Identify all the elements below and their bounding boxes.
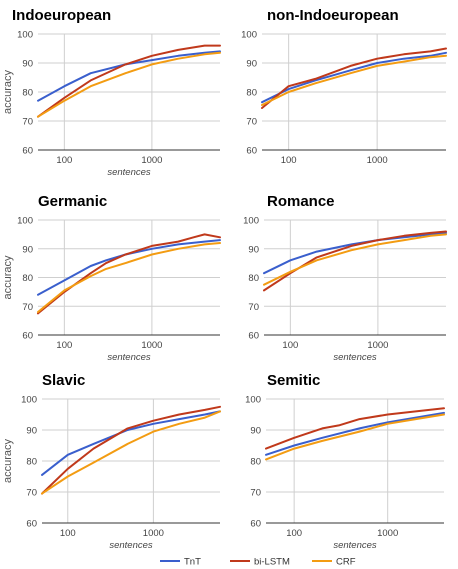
- y-tick-label: 90: [22, 244, 33, 255]
- panel-title: Germanic: [38, 193, 107, 210]
- y-tick-label: 60: [22, 331, 33, 342]
- y-tick-label: 100: [243, 216, 259, 227]
- legend-item: TnT: [160, 557, 201, 568]
- series-line-bi-lstm: [41, 405, 221, 495]
- y-tick-label: 80: [246, 88, 257, 99]
- panel-title: Slavic: [42, 372, 85, 389]
- panel-2: non-Indoeuropean 60 70 80 90 100 100 1000: [241, 7, 447, 166]
- x-axis-label: sentences: [333, 352, 377, 363]
- x-tick-label: 100: [282, 340, 298, 351]
- series-line-crf: [37, 51, 221, 118]
- y-tick-label: 100: [245, 395, 261, 406]
- legend-label: TnT: [184, 557, 201, 568]
- series-line-crf: [37, 242, 221, 313]
- legend-label: bi-LSTM: [254, 557, 290, 568]
- y-tick-label: 60: [250, 519, 261, 530]
- y-tick-label: 80: [26, 457, 37, 468]
- series-line-tnt: [37, 50, 221, 102]
- y-tick-label: 90: [26, 426, 37, 437]
- y-tick-label: 60: [22, 146, 33, 157]
- y-tick-label: 70: [26, 488, 37, 499]
- x-tick-label: 100: [281, 155, 297, 166]
- series-line-tnt: [261, 51, 447, 104]
- series-line-bi-lstm: [265, 407, 445, 450]
- y-tick-label: 100: [241, 30, 257, 41]
- series-line-crf: [263, 233, 447, 286]
- y-tick-label: 70: [248, 302, 259, 313]
- legend-label: CRF: [336, 557, 356, 568]
- y-axis-label: accuracy: [2, 438, 14, 483]
- y-tick-label: 90: [250, 426, 261, 437]
- y-tick-label: 70: [250, 488, 261, 499]
- y-tick-label: 80: [22, 273, 33, 284]
- x-axis-label: sentences: [109, 540, 153, 551]
- series-line-crf: [261, 54, 447, 106]
- legend-item: CRF: [312, 557, 356, 568]
- x-tick-label: 1000: [367, 340, 388, 351]
- y-axis-label: accuracy: [2, 255, 14, 300]
- y-tick-label: 90: [248, 244, 259, 255]
- panel-title: Indoeuropean: [12, 7, 111, 24]
- series-line-crf: [41, 410, 221, 495]
- y-tick-label: 100: [21, 395, 37, 406]
- y-tick-label: 100: [17, 216, 33, 227]
- y-tick-label: 70: [22, 117, 33, 128]
- y-tick-label: 60: [246, 146, 257, 157]
- x-tick-label: 100: [286, 528, 302, 539]
- legend-item: bi-LSTM: [230, 557, 290, 568]
- series-line-crf: [265, 413, 445, 461]
- x-tick-label: 1000: [367, 155, 388, 166]
- y-tick-label: 90: [246, 59, 257, 70]
- y-tick-label: 70: [246, 117, 257, 128]
- series-line-tnt: [265, 411, 445, 456]
- panel-title: Romance: [267, 193, 335, 210]
- legend: TnT bi-LSTM CRF: [160, 557, 356, 568]
- y-tick-label: 80: [248, 273, 259, 284]
- series-line-tnt: [41, 410, 221, 476]
- y-tick-label: 60: [26, 519, 37, 530]
- x-tick-label: 1000: [143, 528, 164, 539]
- y-tick-label: 80: [22, 88, 33, 99]
- panel-title: Semitic: [267, 372, 320, 389]
- x-axis-label: sentences: [107, 352, 151, 363]
- y-tick-label: 60: [248, 331, 259, 342]
- x-tick-label: 100: [60, 528, 76, 539]
- series-line-bi-lstm: [261, 47, 447, 109]
- series-line-tnt: [263, 231, 447, 275]
- y-tick-label: 80: [250, 457, 261, 468]
- x-tick-label: 1000: [141, 340, 162, 351]
- series-line-bi-lstm: [37, 44, 221, 118]
- x-tick-label: 100: [56, 340, 72, 351]
- x-tick-label: 1000: [377, 528, 398, 539]
- x-tick-label: 100: [56, 155, 72, 166]
- x-axis-label: sentences: [107, 167, 151, 178]
- x-tick-label: 1000: [141, 155, 162, 166]
- panel-title: non-Indoeuropean: [267, 7, 399, 24]
- y-tick-label: 90: [22, 59, 33, 70]
- x-axis-label: sentences: [333, 540, 377, 551]
- y-tick-label: 100: [17, 30, 33, 41]
- y-tick-label: 70: [22, 302, 33, 313]
- y-axis-label: accuracy: [2, 69, 14, 114]
